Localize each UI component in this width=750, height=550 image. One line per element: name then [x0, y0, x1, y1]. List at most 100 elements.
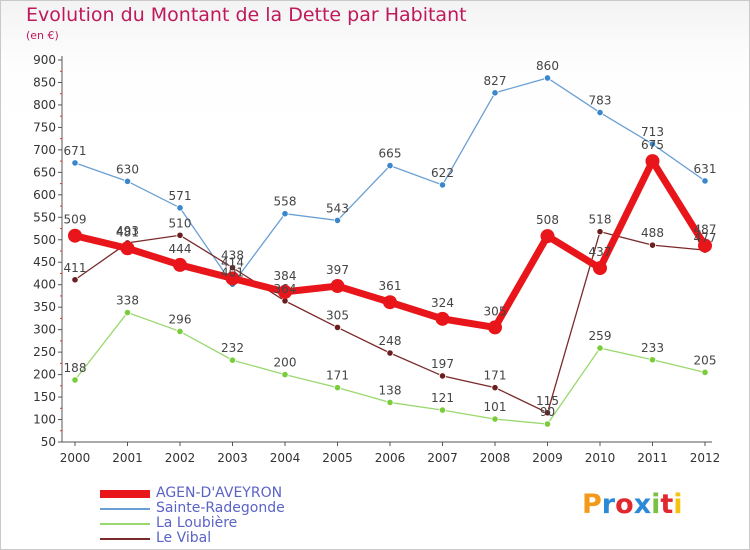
data-label-agen: 675 [641, 138, 664, 152]
legend-item-agen: AGEN-D'AVEYRON [100, 486, 285, 501]
data-label-agen: 444 [169, 242, 192, 256]
y-tick-label: 400 [33, 278, 56, 292]
data-label-la-loubiere: 101 [484, 400, 507, 414]
point-la-loubiere [281, 370, 289, 379]
data-label-agen: 487 [694, 223, 717, 237]
x-tick-label: 2002 [165, 451, 196, 465]
legend-swatch-sainte-radegonde [100, 508, 150, 510]
data-label-le-vibal: 510 [169, 216, 192, 230]
point-le-vibal [386, 349, 394, 357]
point-la-loubiere [333, 384, 342, 392]
y-tick-label: 50 [41, 435, 56, 449]
data-label-le-vibal: 305 [326, 308, 349, 322]
data-label-le-vibal: 248 [379, 334, 402, 348]
point-agen [698, 238, 712, 253]
x-tick-label: 2007 [427, 451, 458, 465]
point-agen [173, 257, 187, 272]
legend-label-le-vibal: Le Vibal [156, 530, 212, 546]
y-tick-label: 300 [33, 323, 56, 337]
x-tick-label: 2001 [112, 451, 143, 465]
y-tick-label: 750 [33, 120, 56, 134]
data-label-sainte-radegonde: 543 [326, 201, 349, 215]
point-agen [278, 284, 292, 299]
data-label-sainte-radegonde: 665 [379, 147, 402, 161]
data-label-sainte-radegonde: 571 [169, 189, 192, 203]
data-label-la-loubiere: 232 [221, 341, 244, 355]
point-la-loubiere [701, 368, 709, 376]
data-label-la-loubiere: 121 [431, 391, 454, 405]
point-la-loubiere [228, 356, 237, 364]
chart-subtitle: (en €) [26, 29, 59, 42]
data-label-la-loubiere: 233 [641, 341, 664, 355]
point-le-vibal [491, 384, 499, 392]
line-chart: 50 100 150 200 250 300 350 400 450 500 550 600 650 70… [33, 53, 721, 465]
logo-letter: i [651, 489, 661, 520]
point-le-vibal [333, 323, 342, 331]
y-tick-label: 650 [33, 165, 56, 179]
x-tick-label: 2005 [322, 451, 353, 465]
point-la-loubiere [648, 356, 657, 364]
point-la-loubiere [438, 406, 447, 414]
x-tick-label: 2004 [270, 451, 301, 465]
data-label-sainte-radegonde: 630 [116, 162, 139, 176]
point-sainte-radegonde [333, 216, 342, 225]
data-label-la-loubiere: 138 [379, 383, 402, 397]
point-la-loubiere [543, 420, 552, 428]
y-tick-label: 450 [33, 255, 56, 269]
data-label-le-vibal: 364 [274, 282, 297, 296]
data-label-sainte-radegonde: 783 [589, 94, 612, 108]
logo-letter: o [615, 489, 634, 520]
point-agen [120, 241, 135, 256]
x-tick-label: 2010 [585, 451, 616, 465]
legend-label-la-loubiere: La Loubière [156, 515, 238, 531]
legend-item-le-vibal: Le Vibal [100, 531, 285, 546]
data-label-agen: 397 [326, 263, 349, 277]
point-la-loubiere [491, 415, 499, 423]
logo-letter: i [673, 489, 683, 520]
point-sainte-radegonde [386, 162, 394, 170]
point-agen [383, 295, 397, 310]
data-label-le-vibal: 197 [431, 357, 454, 371]
point-sainte-radegonde [543, 74, 552, 82]
data-label-le-vibal: 115 [536, 394, 559, 408]
point-le-vibal [176, 231, 184, 239]
legend-swatch-le-vibal [100, 538, 150, 540]
point-le-vibal [71, 276, 79, 284]
y-tick-label: 150 [33, 390, 56, 404]
data-label-agen: 414 [221, 255, 244, 269]
point-agen [68, 228, 82, 243]
data-label-sainte-radegonde: 401 [221, 265, 244, 279]
x-tick-label: 2003 [217, 451, 248, 465]
point-le-vibal [228, 264, 237, 272]
legend-label-sainte-radegonde: Sainte-Radegonde [156, 500, 285, 516]
data-label-la-loubiere: 200 [274, 356, 297, 370]
x-tick-label: 2008 [480, 451, 511, 465]
point-le-vibal [596, 228, 604, 236]
data-label-agen: 305 [484, 304, 507, 318]
point-sainte-radegonde [701, 177, 709, 185]
point-le-vibal [438, 372, 447, 380]
data-label-le-vibal: 488 [641, 226, 664, 240]
legend-item-sainte-radegonde: Sainte-Radegonde [100, 501, 285, 516]
data-label-la-loubiere: 90 [540, 405, 555, 419]
data-label-le-vibal: 171 [484, 369, 507, 383]
x-tick-label: 2012 [690, 451, 721, 465]
point-la-loubiere [123, 308, 132, 317]
point-la-loubiere [71, 376, 79, 384]
chart-title: Evolution du Montant de la Dette par Hab… [26, 4, 467, 26]
point-sainte-radegonde [71, 159, 79, 167]
y-tick-label: 100 [33, 413, 56, 427]
data-label-sainte-radegonde: 671 [64, 144, 87, 158]
x-tick-label: 2006 [375, 451, 406, 465]
point-la-loubiere [596, 344, 604, 352]
y-tick-label: 200 [33, 368, 56, 382]
point-la-loubiere [386, 398, 394, 407]
data-label-la-loubiere: 205 [694, 353, 717, 367]
legend-swatch-la-loubiere [100, 523, 150, 525]
data-label-le-vibal: 477 [694, 231, 717, 245]
data-label-la-loubiere: 188 [64, 361, 87, 375]
point-agen [330, 279, 345, 294]
data-label-la-loubiere: 338 [116, 294, 139, 308]
data-label-la-loubiere: 171 [326, 369, 349, 383]
